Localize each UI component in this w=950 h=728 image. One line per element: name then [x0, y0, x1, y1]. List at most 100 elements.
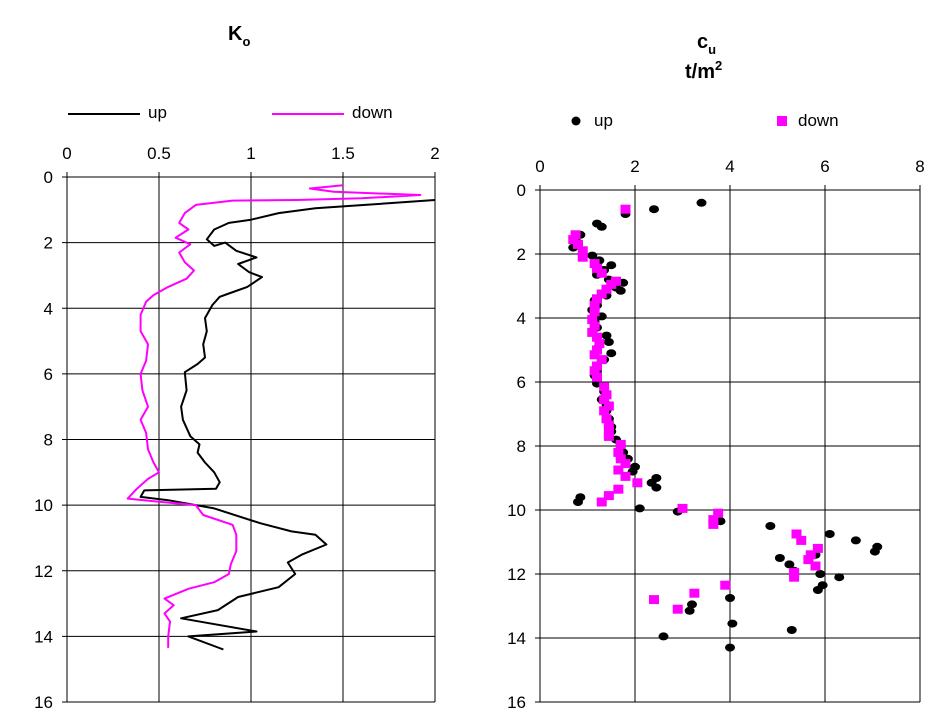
cu-point-up	[596, 222, 607, 231]
cu-x-tick-label: 4	[725, 157, 734, 176]
cu-point-up	[684, 606, 695, 615]
cu-point-down	[689, 588, 700, 598]
cu-point-down	[589, 300, 600, 310]
cu-point-up	[834, 573, 845, 582]
cu-y-tick-label: 14	[507, 629, 526, 648]
cu-point-down	[601, 390, 612, 400]
cu-legend: up down	[571, 111, 839, 130]
cu-point-down	[589, 307, 600, 317]
cu-point-down	[577, 246, 588, 256]
cu-point-down	[791, 529, 802, 539]
cu-y-tick-label: 2	[517, 245, 526, 264]
ko-y-tick-label: 2	[44, 234, 53, 253]
cu-x-ticks: 0 2 4 6 8	[535, 157, 924, 176]
cu-point-up	[784, 560, 795, 569]
cu-point-down	[708, 515, 719, 525]
ko-line-up	[139, 199, 436, 651]
cu-y-ticks: 0 2 4 6 8 10 12 14 16	[507, 181, 526, 712]
cu-point-down	[620, 459, 631, 469]
cu-point-up	[651, 483, 662, 492]
cu-x-tick-label: 2	[630, 157, 639, 176]
cu-point-down	[805, 550, 816, 560]
cu-point-up	[658, 632, 669, 641]
cu-point-up	[615, 286, 626, 295]
cu-point-up	[725, 643, 735, 652]
cu-point-down	[649, 595, 659, 605]
cu-point-down	[592, 294, 602, 304]
cu-point-down	[596, 268, 607, 278]
cu-point-down	[720, 580, 731, 590]
cu-point-down	[789, 572, 800, 582]
cu-legend-up-label: up	[594, 111, 613, 130]
ko-x-tick-label: 1	[246, 144, 255, 163]
cu-point-up	[727, 619, 738, 628]
cu-series	[568, 198, 883, 652]
cu-point-down	[672, 604, 683, 614]
cu-point-down	[596, 289, 607, 299]
cu-point-down	[589, 366, 600, 376]
cu-point-up	[774, 554, 785, 562]
cu-point-down	[589, 350, 600, 360]
ko-line-down	[126, 184, 422, 648]
cu-point-down	[613, 465, 624, 475]
ko-legend-up-label: up	[148, 103, 167, 122]
cu-point-up	[696, 198, 707, 207]
ko-x-tick-label: 0.5	[147, 144, 171, 163]
cu-legend-down-marker	[777, 116, 787, 126]
ko-y-ticks: 0 2 4 6 8 10 12 14 16	[34, 168, 53, 712]
cu-point-down	[599, 382, 610, 392]
cu-legend-down-label: down	[798, 111, 839, 130]
cu-point-down	[603, 427, 614, 437]
cu-point-down	[812, 543, 823, 553]
ko-grid	[62, 172, 436, 703]
ko-series	[126, 184, 436, 651]
cu-point-up	[649, 205, 659, 214]
cu-point-down	[589, 321, 600, 331]
cu-x-tick-label: 0	[535, 157, 544, 176]
ko-x-tick-label: 0	[62, 144, 71, 163]
cu-point-down	[708, 519, 719, 529]
cu-point-up	[824, 530, 835, 538]
cu-point-down	[577, 252, 588, 262]
ko-y-tick-label: 0	[44, 168, 53, 187]
cu-x-tick-label: 6	[820, 157, 829, 176]
cu-point-down	[592, 361, 602, 371]
ko-x-tick-label: 1.5	[331, 144, 355, 163]
cu-point-down	[613, 484, 624, 494]
cu-point-down	[592, 332, 602, 342]
ko-y-tick-label: 12	[34, 562, 53, 581]
ko-y-tick-label: 16	[34, 693, 53, 712]
cu-point-down	[573, 239, 583, 249]
cu-point-up	[587, 251, 598, 260]
cu-point-down	[570, 230, 581, 240]
cu-y-tick-label: 10	[507, 501, 526, 520]
cu-y-tick-label: 4	[517, 309, 526, 328]
cu-point-up	[815, 570, 826, 578]
ko-x-tick-label: 2	[430, 144, 439, 163]
cu-grid	[535, 185, 921, 703]
cu-subtitle: t/m2	[685, 58, 722, 83]
cu-point-down	[796, 535, 807, 545]
ko-y-tick-label: 8	[44, 431, 53, 450]
cu-point-down	[606, 279, 617, 289]
ko-y-tick-label: 14	[34, 627, 53, 646]
cu-point-down	[596, 497, 607, 507]
cu-point-up	[573, 498, 583, 506]
ko-x-ticks: 0 0.5 1 1.5 2	[62, 144, 439, 163]
cu-point-down	[568, 235, 579, 245]
ko-title: Ko	[228, 23, 250, 49]
cu-point-down	[615, 439, 626, 449]
cu-point-down	[603, 401, 614, 411]
cu-point-up	[725, 594, 735, 602]
cu-series-down	[568, 204, 823, 614]
cu-point-down	[615, 454, 626, 464]
cu-point-down	[810, 561, 821, 571]
ko-y-tick-label: 10	[34, 496, 53, 515]
ko-series-up	[139, 199, 436, 651]
cu-point-down	[620, 471, 631, 481]
ko-legend: up down	[68, 103, 393, 122]
cu-point-up	[687, 600, 697, 609]
cu-point-down	[603, 431, 614, 441]
cu-legend-up-marker	[571, 116, 581, 126]
